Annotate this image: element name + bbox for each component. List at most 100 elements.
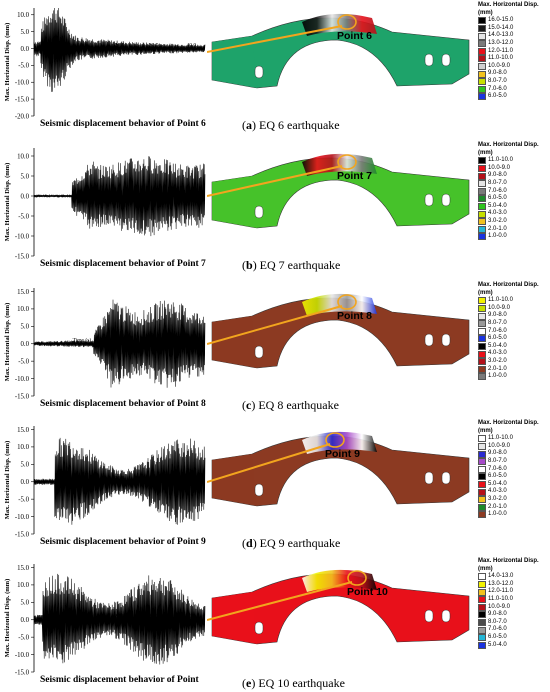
y-tick-label: 5.0 <box>21 173 30 180</box>
legend-item: 8.0-7.0 <box>478 78 548 86</box>
x-tick-label: 20.0 <box>115 476 125 482</box>
legend-label: 15.0-14.0 <box>488 24 514 31</box>
panel-c: Max. Horizontal Disp. (mm) 15.0 10.0 5.0 0.0… <box>0 280 550 416</box>
legend: Max. Horizontal Disp. (mm) 11.0-10.0 10.0-… <box>478 142 548 241</box>
legend-item: 3.0-2.0 <box>478 496 548 504</box>
legend-label: 10.0-9.0 <box>488 164 511 171</box>
point-label: Point 6 <box>337 30 373 42</box>
y-tick-label: 10.0 <box>17 306 29 313</box>
legend-item: 16.0-15.0 <box>478 17 548 25</box>
legend-swatch <box>478 203 486 211</box>
legend-item: 6.0-5.0 <box>478 634 548 642</box>
legend-label: 9.0-8.0 <box>488 172 507 179</box>
x-tick-label: 40.0 <box>187 476 197 482</box>
legend-swatch <box>478 581 486 589</box>
legend: Max. Horizontal Disp. (mm) 11.0-10.0 10.0-… <box>478 420 548 519</box>
legend-item: 3.0-2.0 <box>478 218 548 226</box>
legend-swatch <box>478 85 486 93</box>
legend-label: 4.0-3.0 <box>488 210 507 217</box>
y-tick-label: 10.0 <box>17 582 29 589</box>
x-tick-label: 10.0 <box>77 43 87 49</box>
x-tick-label: 40.0 <box>187 338 197 344</box>
legend-label: 1.0-0.0 <box>488 233 507 240</box>
legend-label: 9.0-8.0 <box>488 450 507 457</box>
legend-swatch <box>478 465 486 473</box>
legend-label: 6.0-5.0 <box>488 335 507 342</box>
panel-caption: (c) EQ 8 earthquake <box>242 398 339 412</box>
legend-label: 1.0-0.0 <box>488 373 507 380</box>
legend-label: 11.0-10.0 <box>488 55 513 62</box>
legend-item: 6.0-5.0 <box>478 335 548 343</box>
legend-item: 12.0-11.0 <box>478 48 548 56</box>
legend-swatch <box>478 350 486 358</box>
legend-swatch <box>478 70 486 78</box>
legend-item: 7.0-6.0 <box>478 626 548 634</box>
point-arrow <box>207 443 331 483</box>
legend-label: 2.0-1.0 <box>488 225 507 232</box>
y-tick-label: -10.0 <box>15 233 30 240</box>
legend-label: 4.0-3.0 <box>488 350 507 357</box>
legend-swatch <box>478 225 486 233</box>
x-tick-label: 40.0 <box>187 190 197 196</box>
legend-label: 5.0-4.0 <box>488 342 507 349</box>
legend-item: 14.0-13.0 <box>478 32 548 40</box>
y-tick-label: 10.0 <box>17 153 29 160</box>
legend-label: 14.0-13.0 <box>488 573 514 580</box>
legend-item: 5.0-4.0 <box>478 203 548 211</box>
y-axis-label: Max. Horizontal Disp. (mm) <box>4 303 11 382</box>
legend-item: 2.0-1.0 <box>478 504 548 512</box>
legend-label: 7.0-6.0 <box>488 85 507 92</box>
legend-label: 10.0-9.0 <box>488 442 511 449</box>
legend-title: Max. Horizontal Disp. (mm) <box>478 282 539 296</box>
legend: Max. Horizontal Disp. (mm) 11.0-10.0 10.0-… <box>478 282 548 381</box>
legend-swatch <box>478 435 486 443</box>
legend-item: 2.0-1.0 <box>478 366 548 374</box>
y-tick-label: 10.0 <box>17 444 29 451</box>
bridge-model <box>207 153 470 229</box>
legend-item: 9.0-8.0 <box>478 450 548 458</box>
legend-label: 10.0-9.0 <box>488 603 511 610</box>
y-tick-label: -10.0 <box>15 652 30 659</box>
y-tick-label: 5.0 <box>21 462 30 469</box>
chart-title: Seismic displacement behavior of Point 6 <box>40 119 206 129</box>
legend-label: 3.0-2.0 <box>488 357 507 364</box>
legend-label: 6.0-5.0 <box>488 93 507 100</box>
legend-label: 13.0-12.0 <box>488 580 514 587</box>
legend-label: 8.0-7.0 <box>488 319 507 326</box>
legend-swatch <box>478 573 486 581</box>
x-tick-label: 30.0 <box>149 614 159 620</box>
legend-item: 4.0-3.0 <box>478 350 548 358</box>
panel-b: Max. Horizontal Disp. (mm) 10.0 5.0 0.0 -5.0… <box>0 140 550 276</box>
legend-item: 7.0-6.0 <box>478 86 548 94</box>
legend-item: 8.0-7.0 <box>478 619 548 627</box>
legend-item: 7.0-6.0 <box>478 328 548 336</box>
legend-label: 13.0-12.0 <box>488 39 514 46</box>
legend-swatch <box>478 373 486 381</box>
legend-swatch <box>478 488 486 496</box>
legend-swatch <box>478 358 486 366</box>
legend-label: 12.0-11.0 <box>488 47 513 54</box>
y-axis-label: Max. Horizontal Disp. (mm) <box>4 441 11 520</box>
legend-item: 9.0-8.0 <box>478 312 548 320</box>
legend-item: 6.0-5.0 <box>478 93 548 101</box>
chart-title: Seismic displacement behavior of Point 8 <box>40 399 206 409</box>
legend-item: 7.0-6.0 <box>478 466 548 474</box>
legend-swatch <box>478 233 486 241</box>
chart-title: Seismic displacement behavior of Point 7 <box>40 259 206 269</box>
y-axis-label: Max. Horizontal Disp. (mm) <box>4 23 11 102</box>
panel-a: Max. Horizontal Disp. (mm) 10.0 5.0 0.0 -5.0… <box>0 0 550 136</box>
legend-label: 5.0-4.0 <box>488 641 507 648</box>
bridge-model <box>207 431 470 507</box>
legend-item: 2.0-1.0 <box>478 226 548 234</box>
x-tick-label: 10.0 <box>77 190 87 196</box>
point-label: Point 9 <box>325 448 361 460</box>
legend-swatch <box>478 157 486 165</box>
point-arrow <box>207 305 343 345</box>
x-tick-label: Time (s) <box>73 613 92 620</box>
legend-label: 7.0-6.0 <box>488 327 507 334</box>
legend-label: 4.0-3.0 <box>488 488 507 495</box>
displacement-trace <box>33 437 206 525</box>
y-tick-label: 15.0 <box>17 289 29 296</box>
legend-title: Max. Horizontal Disp. (mm) <box>478 558 539 572</box>
y-tick-label: -20.0 <box>15 113 30 120</box>
